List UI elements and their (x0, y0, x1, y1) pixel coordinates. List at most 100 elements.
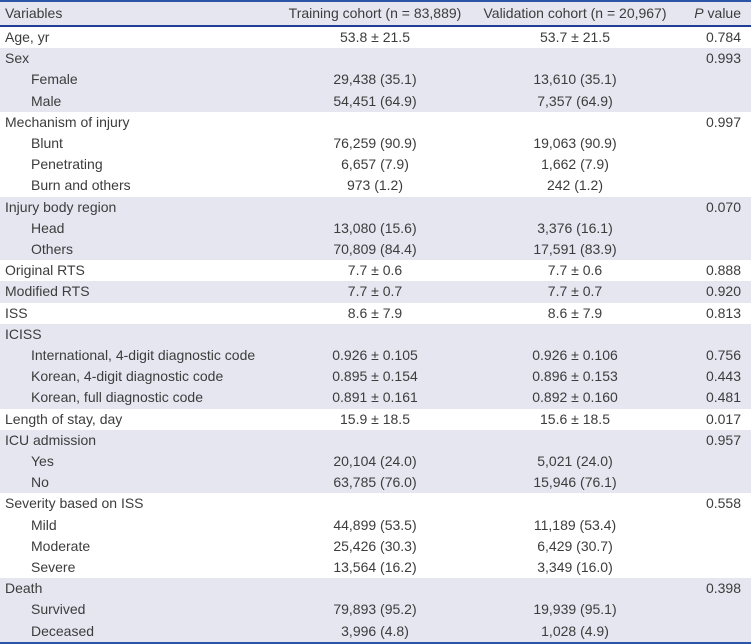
variable-cell: Korean, full diagnostic code (0, 387, 280, 409)
validation-value-cell: 53.7 ± 21.5 (540, 29, 610, 45)
variable-cell: ISS (5, 304, 28, 321)
variable-cell: Modified RTS (0, 281, 280, 303)
variable-cell: Female (0, 69, 280, 91)
variable-cell: ICISS (0, 323, 280, 346)
table-row: Female 29,438 (35.1) 13,610 (35.1) (0, 69, 751, 91)
training-value-cell (280, 48, 470, 70)
variable-cell: Mild (31, 516, 57, 533)
p-value-cell (680, 69, 751, 91)
validation-value-cell: 242 (1.2) (546, 177, 604, 194)
p-value-cell: 0.813 (705, 304, 741, 321)
training-value-cell: 7.7 ± 0.6 (347, 262, 403, 279)
p-value-cell (680, 154, 751, 175)
training-value-cell: 7.7 ± 0.7 (280, 281, 470, 303)
p-value-cell (680, 599, 751, 621)
p-value-cell: 0.017 (705, 410, 741, 427)
training-value-cell (280, 493, 470, 514)
training-value-cell: 0.891 ± 0.161 (280, 387, 470, 409)
training-value-cell: 70,809 (84.4) (280, 239, 470, 261)
training-value-cell: 13,564 (16.2) (333, 559, 417, 576)
table-row: Modified RTS 7.7 ± 0.7 7.7 ± 0.7 0.920 (0, 281, 751, 303)
variable-cell: ICU admission (0, 429, 280, 452)
table-row: Penetrating 6,657 (7.9) 1,662 (7.9) (0, 154, 751, 175)
validation-value-cell: 0.926 ± 0.106 (470, 345, 680, 367)
variable-cell: Age, yr (5, 29, 50, 45)
training-value-cell: 29,438 (35.1) (280, 69, 470, 91)
table-row: Death 0.398 (0, 578, 751, 600)
variable-cell: Original RTS (5, 262, 85, 279)
p-value-cell (680, 515, 751, 536)
table-row: International, 4-digit diagnostic code 0… (0, 345, 751, 367)
table-row: Moderate 25,426 (30.3) 6,429 (30.7) (0, 536, 751, 557)
training-value-cell: 0.926 ± 0.105 (280, 345, 470, 367)
training-value-cell: 63,785 (76.0) (280, 472, 470, 494)
table-row: Head 13,080 (15.6) 3,376 (16.1) (0, 217, 751, 240)
variable-cell: Head (0, 217, 280, 240)
validation-value-cell: 3,376 (16.1) (470, 217, 680, 240)
p-value-cell: 0.070 (680, 196, 751, 218)
training-value-cell: 8.6 ± 7.9 (347, 304, 403, 321)
validation-value-cell (470, 493, 680, 514)
validation-value-cell: 13,610 (35.1) (470, 69, 680, 91)
variable-cell: Others (0, 239, 280, 261)
variable-cell: Blunt (31, 135, 63, 152)
p-value-cell (680, 536, 751, 557)
table-row: Mechanism of injury 0.997 (0, 112, 751, 133)
p-value-cell: 0.398 (680, 578, 751, 600)
validation-value-cell: 0.892 ± 0.160 (470, 387, 680, 409)
variable-cell: Severity based on ISS (5, 495, 144, 512)
variable-cell: Burn and others (31, 177, 131, 194)
p-value-cell (680, 90, 751, 112)
table-row: Survived 79,893 (95.2) 19,939 (95.1) (0, 599, 751, 621)
table-row: Korean, full diagnostic code 0.891 ± 0.1… (0, 387, 751, 409)
training-value-cell: 0.895 ± 0.154 (280, 366, 470, 388)
variable-cell: Male (0, 90, 280, 112)
p-value-cell: 0.920 (680, 281, 751, 303)
training-value-cell: 13,080 (15.6) (280, 217, 470, 240)
training-value-cell: 76,259 (90.9) (333, 135, 417, 152)
table-row: Korean, 4-digit diagnostic code 0.895 ± … (0, 366, 751, 388)
header-row: Variables Training cohort (n = 83,889) V… (0, 2, 751, 27)
table-row: Age, yr 53.8 ± 21.5 53.7 ± 21.5 0.784 (0, 26, 751, 48)
validation-value-cell: 15.6 ± 18.5 (540, 410, 610, 427)
table-row: Male 54,451 (64.9) 7,357 (64.9) (0, 90, 751, 112)
training-value-cell (280, 429, 470, 452)
p-value-italic-letter: P (694, 5, 704, 21)
table-row: Burn and others 973 (1.2) 242 (1.2) (0, 175, 751, 196)
training-value-cell: 25,426 (30.3) (333, 537, 417, 554)
variable-cell: Sex (0, 48, 280, 70)
p-value-cell (680, 133, 751, 154)
training-value-cell: 3,996 (4.8) (280, 620, 470, 642)
validation-value-cell (470, 112, 680, 133)
training-value-cell: 6,657 (7.9) (341, 156, 409, 173)
variable-cell: Korean, 4-digit diagnostic code (0, 366, 280, 388)
validation-value-cell: 0.896 ± 0.153 (470, 366, 680, 388)
p-value-label-rest: value (703, 5, 741, 21)
training-value-cell: 15.9 ± 18.5 (340, 410, 410, 427)
validation-value-cell: 1,662 (7.9) (541, 156, 609, 173)
table-row: Blunt 76,259 (90.9) 19,063 (90.9) (0, 133, 751, 154)
table-row: Sex 0.993 (0, 48, 751, 70)
p-value-cell (680, 557, 751, 578)
table-row: Severity based on ISS 0.558 (0, 493, 751, 514)
validation-value-cell (470, 323, 680, 346)
training-value-cell: 973 (1.2) (346, 177, 404, 194)
variable-cell: Deceased (0, 620, 280, 642)
column-header-p-value: P value (680, 2, 751, 27)
column-header-variables: Variables (0, 2, 280, 27)
validation-value-cell: 19,939 (95.1) (470, 599, 680, 621)
variable-cell: Mechanism of injury (5, 113, 130, 130)
variable-cell: No (0, 472, 280, 494)
training-value-cell: 20,104 (24.0) (280, 451, 470, 473)
variable-cell: Severe (31, 559, 76, 576)
variable-cell: Penetrating (31, 156, 103, 173)
validation-value-cell: 8.6 ± 7.9 (547, 304, 603, 321)
p-value-cell (680, 217, 751, 240)
validation-value-cell: 1,028 (4.9) (470, 620, 680, 642)
p-value-cell: 0.756 (680, 345, 751, 367)
validation-value-cell: 19,063 (90.9) (533, 135, 617, 152)
table-row: Mild 44,899 (53.5) 11,189 (53.4) (0, 515, 751, 536)
column-header-training-cohort: Training cohort (n = 83,889) (280, 2, 470, 27)
validation-value-cell (470, 429, 680, 452)
